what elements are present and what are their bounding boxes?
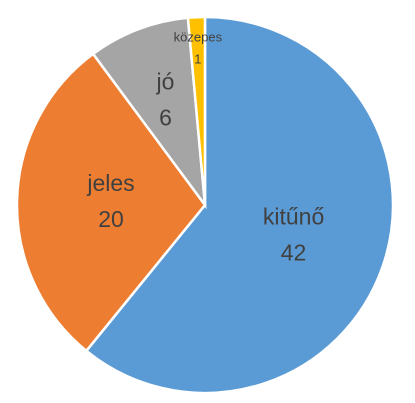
- slice-label: kitűnő: [263, 204, 324, 230]
- slice-value: 42: [281, 240, 307, 266]
- slice-label: jó: [156, 68, 175, 94]
- pie-slice: [84, 15, 395, 395]
- pie-slice: [15, 52, 207, 353]
- slice-value: 1: [194, 52, 201, 67]
- slice-value: 6: [159, 104, 172, 130]
- pie-slice: [91, 16, 207, 210]
- slice-label: közepes: [174, 30, 223, 45]
- slice-label: jeles: [86, 170, 134, 196]
- slice-value: 20: [98, 206, 124, 232]
- pie-slice: [186, 15, 207, 206]
